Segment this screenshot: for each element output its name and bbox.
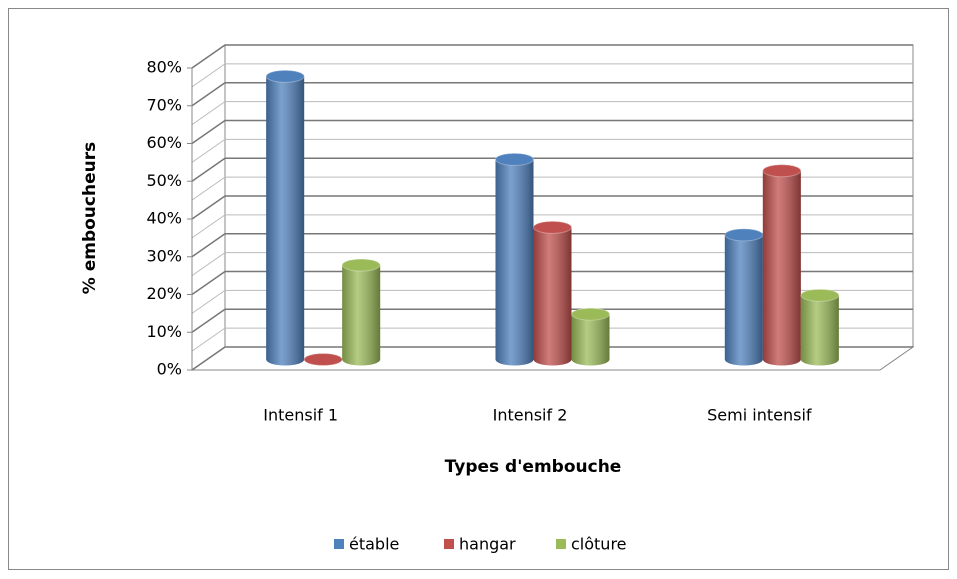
- x-tick-label: Intensif 2: [493, 406, 568, 425]
- y-tick-label: 10%: [146, 322, 182, 341]
- minor-grid: [191, 289, 913, 314]
- bar-top: [341, 258, 381, 272]
- x-axis-title: Types d'embouche: [445, 457, 622, 477]
- legend-swatch: [556, 539, 566, 549]
- bar-shading: [533, 221, 572, 366]
- y-tick-label: 30%: [146, 246, 182, 265]
- grid-line: [191, 233, 913, 258]
- legend-label: hangar: [459, 535, 516, 554]
- grid-line: [191, 82, 913, 107]
- minor-grid: [191, 101, 913, 126]
- grid-line: [191, 346, 913, 371]
- y-tick-label: 20%: [146, 284, 182, 303]
- bar-shading: [571, 308, 610, 366]
- bar-top: [303, 353, 343, 366]
- bar-top: [265, 69, 305, 83]
- bar-top: [762, 164, 802, 178]
- legend-swatch: [444, 539, 454, 549]
- grid-line: [191, 308, 913, 333]
- bar-top: [571, 307, 610, 321]
- bar-shading: [266, 70, 305, 366]
- y-tick-label: 50%: [146, 171, 182, 190]
- bar-shading: [495, 153, 534, 366]
- bar-top: [533, 220, 572, 234]
- grid-line: [191, 195, 913, 220]
- y-tick-label: 80%: [146, 58, 182, 77]
- y-axis-title: % emboucheurs: [80, 142, 100, 294]
- x-tick-label: Intensif 1: [263, 406, 338, 425]
- legend-swatch: [334, 539, 344, 549]
- y-tick-label: 40%: [146, 209, 182, 228]
- x-tick-label: Semi intensif: [707, 406, 812, 425]
- grid-line: [191, 44, 913, 69]
- minor-grid: [191, 63, 913, 88]
- minor-grid: [191, 327, 913, 352]
- grid-line: [191, 157, 913, 182]
- y-tick-label: 0%: [157, 360, 182, 379]
- y-tick-label: 60%: [146, 133, 182, 152]
- legend-label: clôture: [571, 535, 627, 554]
- minor-grid: [191, 176, 913, 201]
- bar-shading: [800, 289, 839, 366]
- bar-top: [495, 152, 534, 166]
- minor-grid: [191, 214, 913, 239]
- legend-label: étable: [349, 535, 399, 554]
- grid-line: [191, 270, 913, 296]
- bar-shading: [762, 164, 801, 366]
- minor-grid: [191, 138, 913, 163]
- bar-shading: [724, 228, 763, 366]
- bar-top: [724, 228, 764, 242]
- bar-shading: [342, 259, 381, 366]
- grid-line: [191, 119, 913, 145]
- minor-grid: [191, 252, 913, 277]
- bar-top: [800, 288, 840, 302]
- y-tick-label: 70%: [146, 95, 182, 114]
